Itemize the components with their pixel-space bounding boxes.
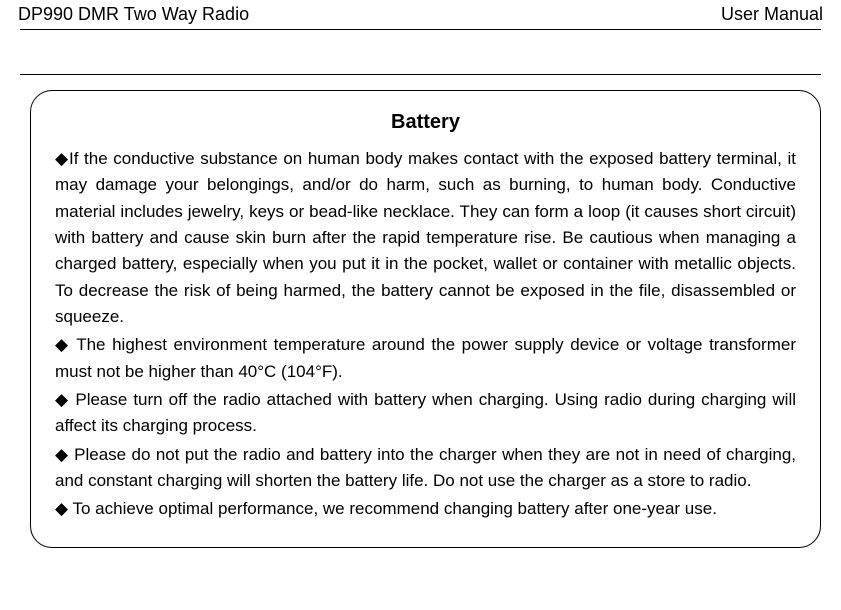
- header-rule-top: [20, 29, 821, 30]
- battery-paragraph: ◆ Please turn off the radio attached wit…: [55, 387, 796, 440]
- battery-paragraph: ◆ To achieve optimal performance, we rec…: [55, 496, 796, 522]
- header-right-text: User Manual: [721, 4, 823, 25]
- page-header: DP990 DMR Two Way Radio User Manual: [0, 0, 841, 75]
- header-rule-bottom: [20, 74, 821, 75]
- battery-paragraph: ◆ The highest environment temperature ar…: [55, 332, 796, 385]
- battery-paragraph: ◆If the conductive substance on human bo…: [55, 146, 796, 330]
- header-left-text: DP990 DMR Two Way Radio: [18, 4, 249, 25]
- battery-info-box: Battery ◆If the conductive substance on …: [30, 90, 821, 548]
- header-row: DP990 DMR Two Way Radio User Manual: [12, 4, 829, 27]
- battery-paragraph: ◆ Please do not put the radio and batter…: [55, 442, 796, 495]
- box-title: Battery: [55, 111, 796, 134]
- page: DP990 DMR Two Way Radio User Manual Batt…: [0, 0, 841, 610]
